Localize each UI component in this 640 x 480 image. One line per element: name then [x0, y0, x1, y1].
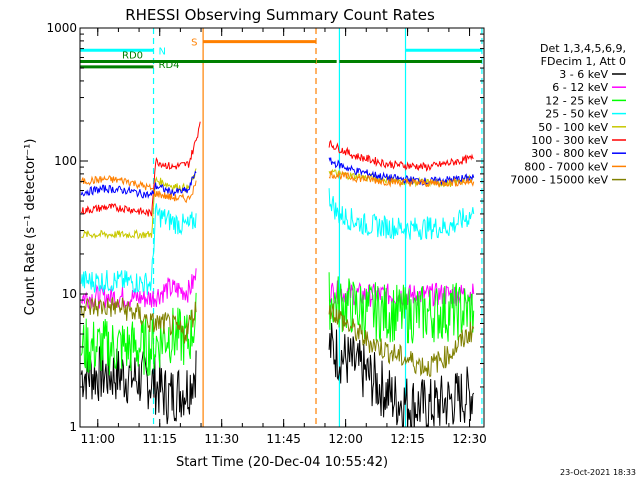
- series-12-25kev: [80, 272, 475, 376]
- legend: Det 1,3,4,5,6,9, FDecim 1, Att 0 3 - 6 k…: [510, 42, 626, 187]
- series-800-7000kev: [80, 170, 475, 204]
- flag-label-rd4: RD4: [159, 60, 180, 71]
- series-line-7: [328, 170, 475, 189]
- series-line-5: [80, 121, 201, 217]
- legend-label-7: 800 - 7000 keV: [524, 160, 608, 173]
- series-line-2: [80, 292, 197, 376]
- series-line-6: [328, 157, 475, 186]
- legend-label-4: 50 - 100 keV: [538, 121, 608, 134]
- legend-header-line-2: FDecim 1, Att 0: [541, 55, 626, 68]
- series-line-3: [328, 188, 475, 241]
- y-axis: 1 10 100 1000: [46, 21, 484, 434]
- plot-frame: [79, 27, 485, 428]
- series-line-8: [328, 303, 475, 378]
- y-tick-label-1: 1: [69, 420, 77, 434]
- series-line-6: [80, 170, 197, 199]
- flag-label-rd0: RD0: [122, 50, 143, 61]
- series-3-6kev: [80, 322, 475, 427]
- x-tick-label-12:30: 12:30: [452, 432, 487, 446]
- series-line-4: [81, 168, 197, 240]
- legend-label-5: 100 - 300 keV: [531, 134, 608, 147]
- series-line-0: [328, 322, 475, 427]
- x-tick-label-11:45: 11:45: [266, 432, 301, 446]
- series-line-2: [328, 272, 475, 344]
- flag-label-n: N: [159, 46, 166, 57]
- series-line-8: [80, 296, 197, 344]
- series-7000-15000kev: [80, 296, 475, 378]
- legend-label-6: 300 - 800 keV: [531, 147, 608, 160]
- flag-label-s: S: [191, 38, 197, 49]
- x-tick-label-11:30: 11:30: [204, 432, 239, 446]
- y-axis-label: Count Rate (s⁻¹ detector⁻¹): [23, 139, 38, 316]
- series-line-3: [80, 203, 197, 295]
- plot-area: [80, 28, 483, 427]
- y-tick-label-10: 10: [62, 287, 77, 301]
- series-100-300kev: [80, 121, 474, 217]
- x-axis: 11:00 11:15 11:30 11:45 12:00 12:15 12:30: [80, 28, 487, 446]
- legend-label-8: 7000 - 15000 keV: [510, 174, 608, 187]
- x-tick-label-11:00: 11:00: [80, 432, 115, 446]
- x-tick-label-11:15: 11:15: [142, 432, 177, 446]
- y-tick-label-100: 100: [54, 154, 77, 168]
- legend-label-3: 25 - 50 keV: [545, 108, 608, 121]
- legend-label-1: 6 - 12 keV: [552, 81, 608, 94]
- series-line-7: [80, 175, 197, 204]
- x-tick-label-12:15: 12:15: [390, 432, 425, 446]
- legend-label-0: 3 - 6 keV: [559, 68, 608, 81]
- generated-timestamp: 23-Oct-2021 18:33: [560, 468, 636, 477]
- chart-title: RHESSI Observing Summary Count Rates: [125, 6, 435, 24]
- y-tick-label-1000: 1000: [46, 21, 77, 35]
- x-axis-label: Start Time (20-Dec-04 10:55:42): [176, 455, 388, 470]
- series-25-50kev: [80, 188, 475, 295]
- series-300-800kev: [80, 157, 475, 199]
- legend-header-line-1: Det 1,3,4,5,6,9,: [540, 42, 626, 55]
- legend-label-2: 12 - 25 keV: [545, 94, 608, 107]
- series-line-5: [328, 139, 474, 172]
- x-tick-label-12:00: 12:00: [328, 432, 363, 446]
- series-6-12kev: [80, 268, 475, 309]
